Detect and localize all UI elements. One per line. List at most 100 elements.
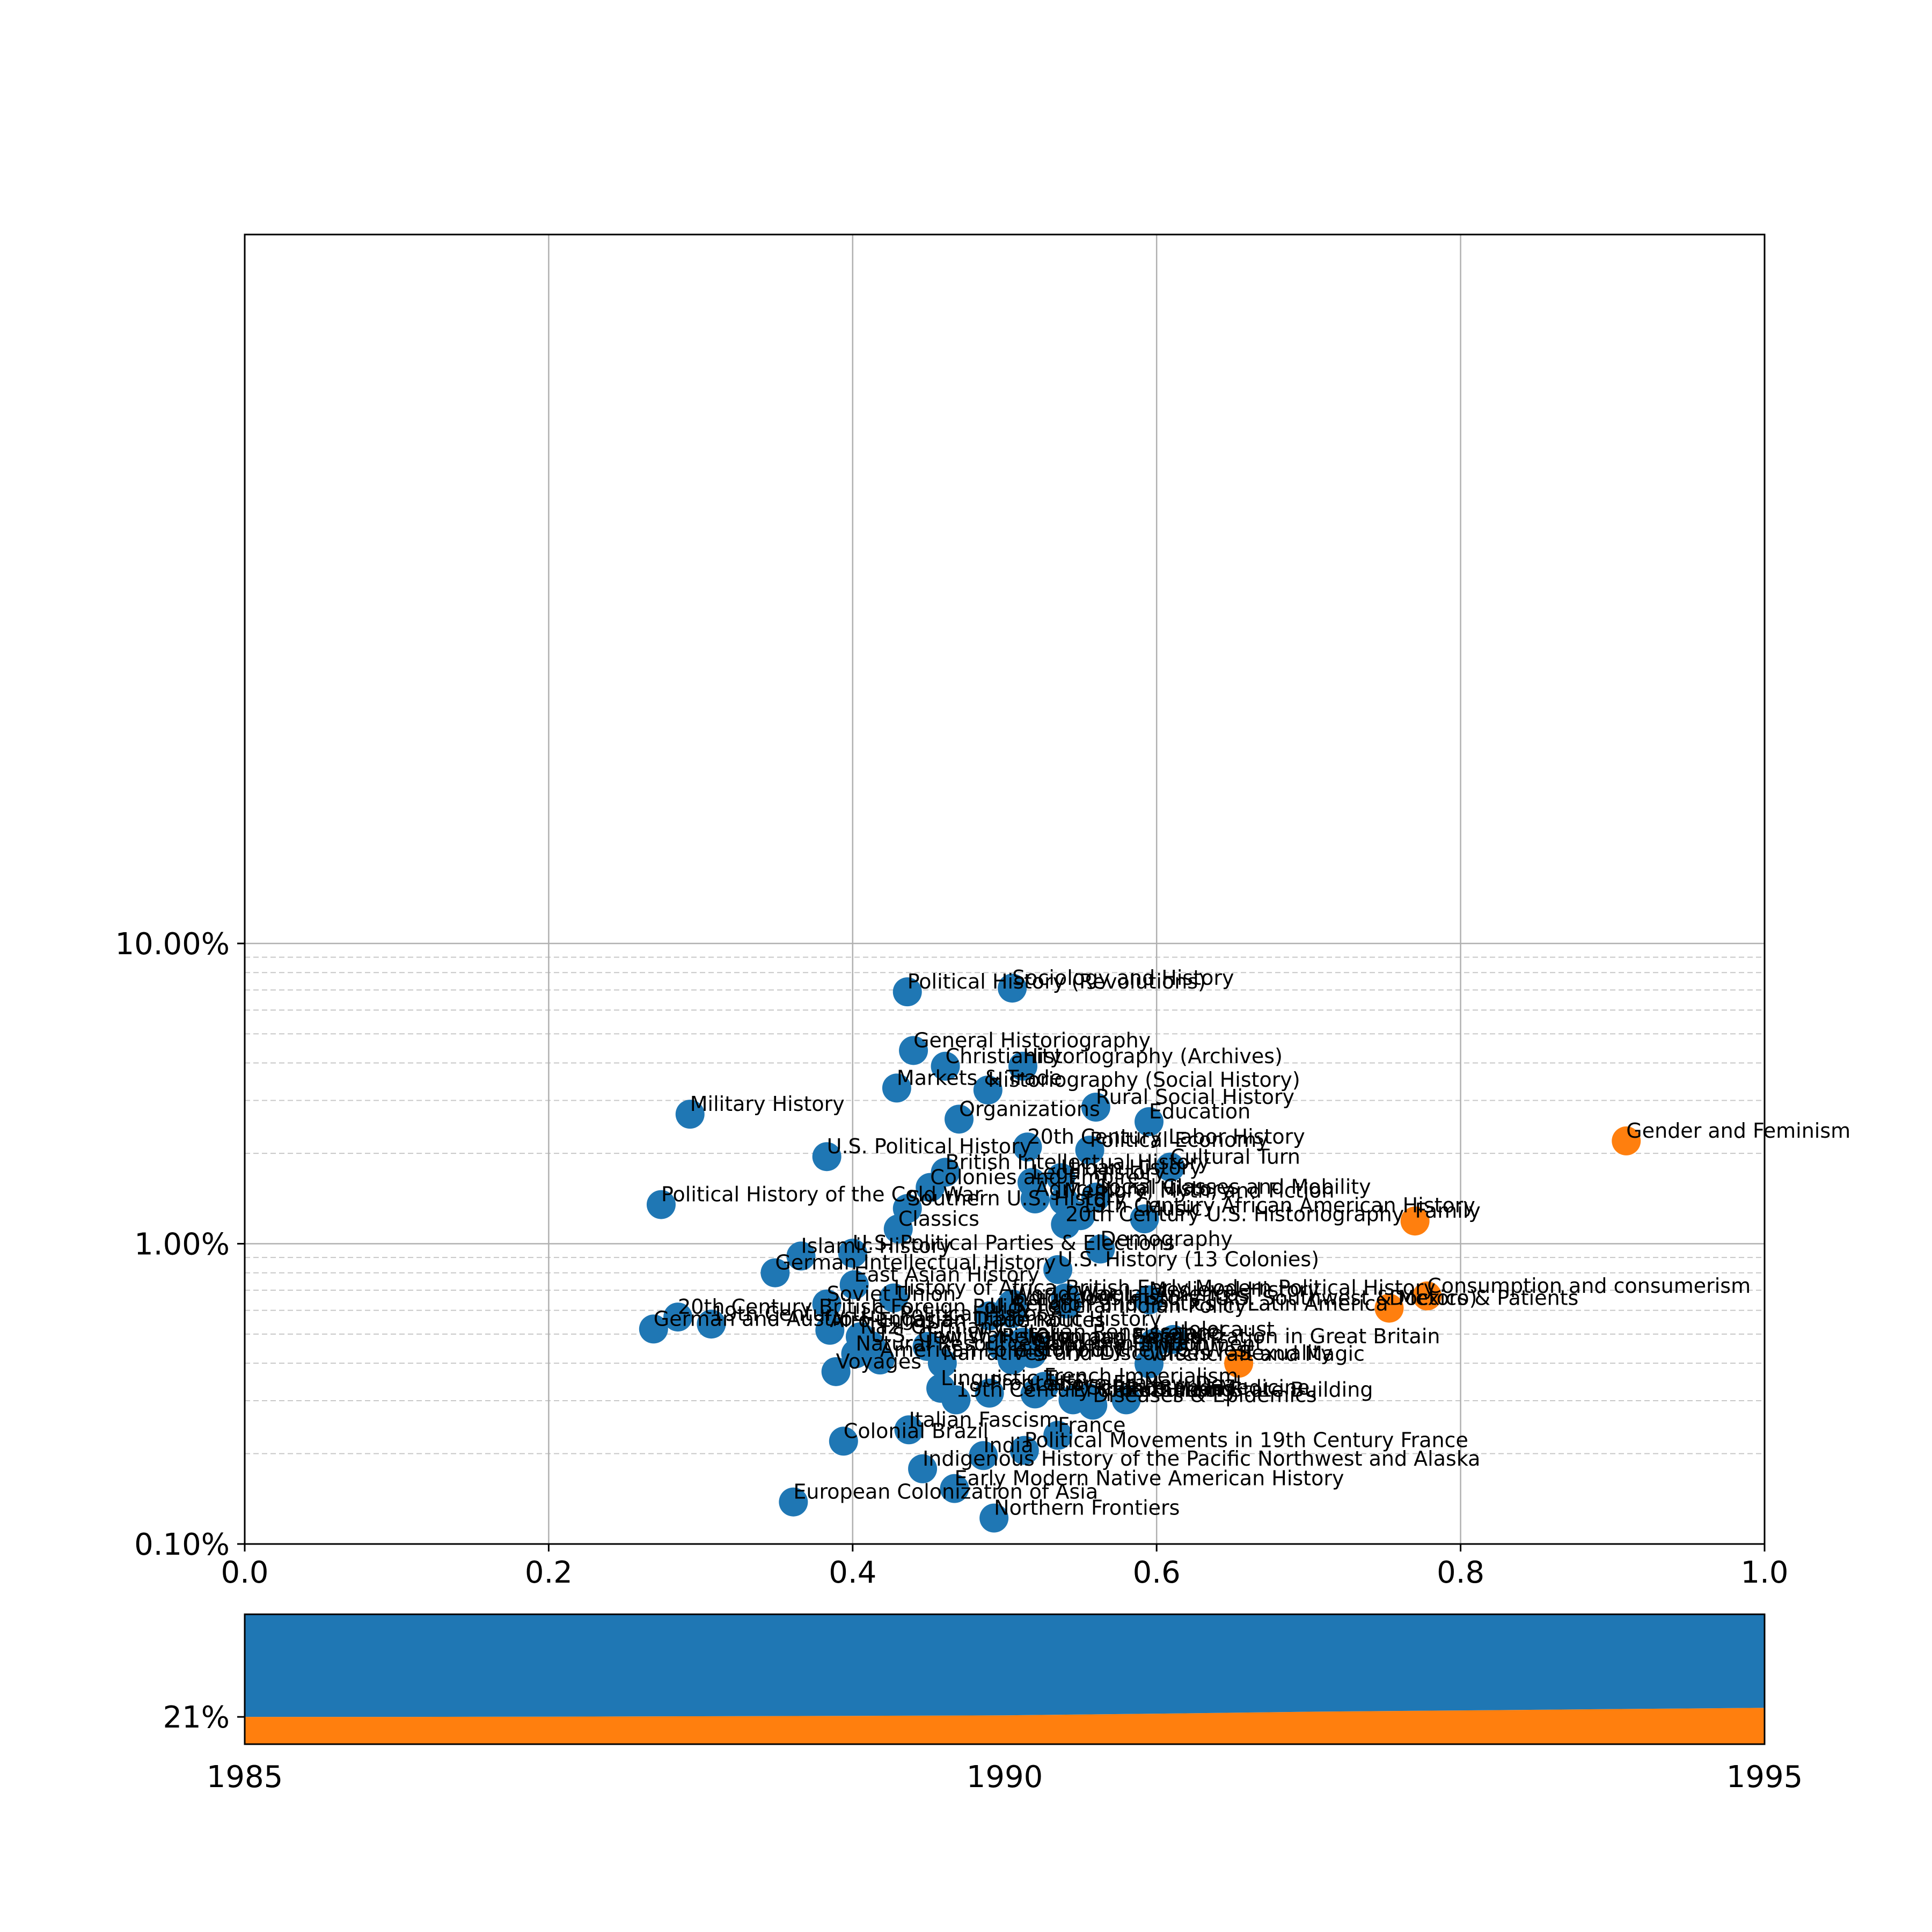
y-tick-label: 10.00% [115,927,230,962]
point-label: Legal History [1032,1160,1166,1184]
point-label: Sexuality [1239,1341,1333,1365]
point-label: 20th Century British Foreign Policy [678,1295,1031,1319]
scatter-point [1081,1093,1110,1122]
point-label: Southern U.S. History [908,1187,1126,1210]
point-label: Indigenous History of the Pacific Northw… [923,1447,1480,1470]
scatter-point [973,1075,1002,1105]
scatter-point [829,1426,858,1456]
point-label: Demography [1100,1227,1233,1250]
scatter-point [1135,1285,1164,1315]
scatter-point [1111,1385,1141,1415]
point-label: Education [1149,1100,1250,1123]
point-label: Historiography (Archives) [1023,1044,1283,1068]
scatter-point [1400,1206,1430,1236]
point-label: U.S. Political History [827,1135,1032,1158]
point-label: British Early Modern Political History [1065,1276,1436,1299]
point-label: 19th Century African American History [1081,1194,1475,1217]
point-label: U.S. Political Parties & Elections [853,1231,1175,1255]
point-label: Diseases & Epidemics [1093,1383,1316,1407]
scatter-point [1009,1436,1039,1465]
point-label: U.S. Federal Indian Policy [990,1294,1247,1318]
scatter-point [908,1454,938,1483]
scatter-point [1020,1379,1050,1409]
point-label: Holocaust [1173,1318,1275,1341]
scatter-point [979,1503,1009,1533]
point-label: U.S. Civil War [871,1323,1008,1347]
scatter-point [1043,1255,1073,1284]
point-label: Political History of the Cold War [661,1183,983,1206]
scatter-point [1135,1107,1164,1137]
point-label: 19th Century Urban History [956,1378,1238,1401]
scatter-point [916,1173,945,1202]
point-label: Doctors & Patients [1389,1286,1578,1310]
scatter-point [1130,1204,1159,1234]
scatter-point [865,1345,895,1375]
area-axes-frame [244,1613,1766,1745]
scatter-point [1612,1126,1641,1155]
point-label: Colonies and Empires [930,1166,1151,1189]
point-label: Ottoman Empire [1035,1325,1203,1349]
scatter-point [975,1301,1004,1330]
scatter-point [841,1339,870,1368]
point-label: Religion and Secularization in Great Bri… [1001,1324,1440,1348]
x-tick-label: 1.0 [1740,1555,1788,1590]
point-label: Classics [898,1207,979,1231]
point-label: Political History (Revolutions) [908,970,1206,993]
point-label: European Colonization of Asia [793,1480,1098,1504]
point-label: India [983,1433,1033,1457]
point-label: Historiography (Social History) [988,1068,1300,1092]
scatter-point [812,1289,841,1319]
point-label: Science and Medicine [1088,1375,1310,1399]
point-label: Christianity [946,1044,1062,1068]
point-label: Colonial Brazil [844,1419,989,1443]
point-label: Markets & Trade [897,1066,1062,1089]
scatter-axes-frame [244,233,1766,1545]
point-label: Nazi Germany [860,1315,1005,1338]
scatter-point [697,1309,726,1339]
scatter-point [975,1378,1004,1408]
area-series [245,1708,1765,1744]
point-label: Narratives and Discourses [942,1341,1210,1365]
point-label: Voyages [836,1350,921,1373]
x-tick-label: 0.2 [525,1555,573,1590]
point-label: Religion and Politics in Latin America [1012,1292,1388,1315]
point-label: U.S. History (13 Colonies) [1058,1248,1319,1271]
scatter-point [931,1051,960,1081]
scatter-point [899,1036,928,1065]
point-label: Organizations [959,1097,1100,1121]
x-tick-label: 0.4 [829,1555,876,1590]
point-label: Islamic History [801,1234,952,1257]
point-label: History of the U.S. West [1012,1338,1255,1362]
scatter-point [1052,1289,1082,1319]
point-label: Political Economy [1090,1128,1269,1152]
scatter-point [1413,1281,1442,1311]
point-label: Women in Britain [1032,1332,1208,1356]
point-label: Labor and New Deal [1035,1372,1242,1395]
point-label: Ireland [1154,1321,1224,1345]
point-label: Rural Social History [1096,1085,1294,1109]
point-label: Gender and Feminism [1626,1119,1850,1143]
scatter-point [969,1441,998,1470]
point-label: Social Classes and Mobility [1096,1175,1371,1199]
scatter-point [998,1345,1027,1375]
point-label: British Intellectual History [946,1150,1210,1174]
y-tick-label: 0.10% [134,1527,230,1562]
point-label: Agricultural History [1035,1177,1233,1201]
scatter-point [1224,1349,1254,1378]
point-label: American Foreign Policy [880,1338,1124,1362]
point-label: World War I [1012,1282,1129,1306]
point-label: German Intellectual History [775,1251,1056,1275]
x-tick-label: 0.8 [1437,1555,1484,1590]
scatter-point [838,1239,867,1268]
point-label: Jewish History [926,1324,1071,1348]
point-label: Music [1145,1197,1203,1220]
scatter-point [786,1241,816,1271]
scatter-point [882,1073,911,1103]
scatter-point [1155,1152,1185,1182]
point-label: European State Building [1126,1378,1373,1401]
scatter-point [639,1314,668,1344]
scatter-point [883,1214,913,1243]
scatter-point [1374,1293,1404,1323]
point-label: East Asian History [854,1263,1040,1286]
